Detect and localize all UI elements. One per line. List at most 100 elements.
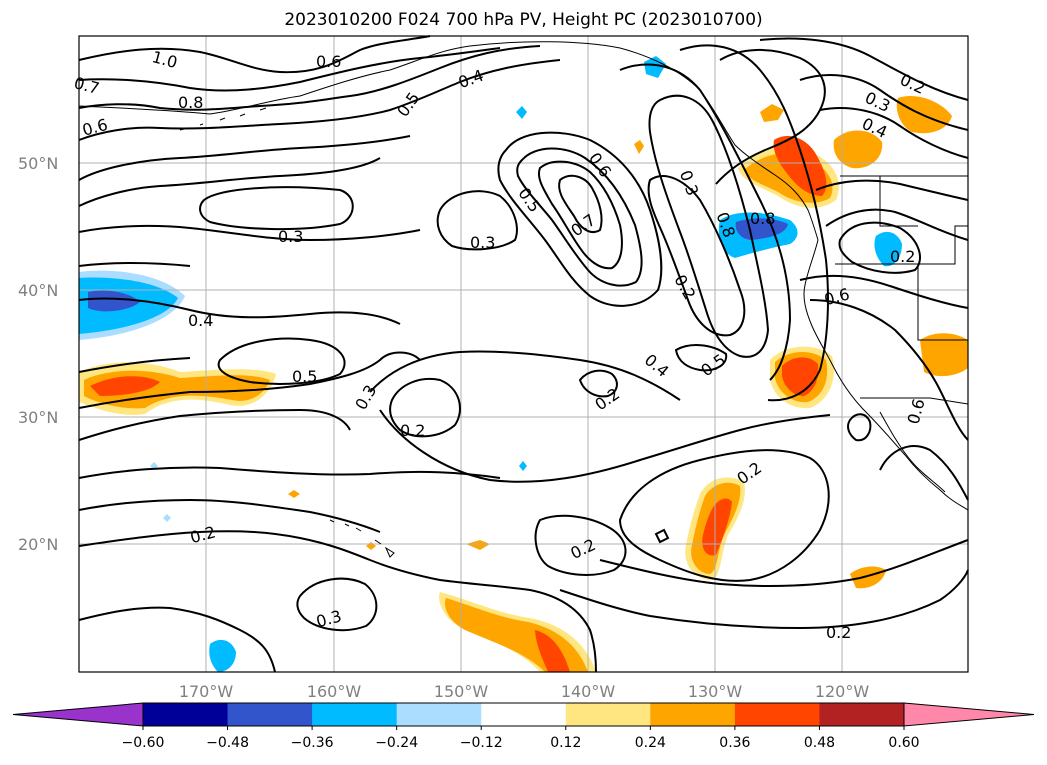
contour-label: 0.6 (316, 52, 341, 71)
contour-layer (78, 35, 969, 673)
colorbar-segment (481, 703, 567, 726)
contour-line (78, 297, 401, 325)
contour-label: 0.8 (178, 93, 203, 112)
colorbar-extend-high (903, 702, 1035, 727)
contour-line (78, 224, 421, 242)
contour-label: 0.4 (456, 66, 486, 93)
contour-label: 0.4 (641, 350, 673, 381)
contour-line (847, 413, 872, 442)
contour-line (516, 147, 643, 287)
contour-line (78, 498, 381, 533)
colorbar-segment (734, 703, 820, 726)
colorbar-tick-label: −0.48 (206, 735, 249, 751)
contour-line (809, 299, 969, 441)
contour-label: 0.2 (826, 623, 851, 642)
shading-layer (79, 56, 968, 672)
shade-negative (88, 290, 140, 312)
shade-negative (209, 639, 236, 672)
contour-label: 0.5 (514, 184, 544, 216)
contour-line (825, 208, 969, 241)
shade-positive (288, 490, 300, 498)
colorbar-segment (819, 703, 905, 726)
contour-line (648, 94, 770, 358)
colorbar-tick-label: −0.24 (375, 735, 418, 751)
contour-line (538, 160, 623, 270)
contour-label: 0.8 (750, 209, 775, 228)
colorbar-tick-label: −0.12 (460, 735, 503, 751)
hawaii-islands (329, 519, 395, 558)
shade-negative (516, 106, 527, 119)
lon-label: 120°W (815, 682, 870, 701)
state-border (835, 225, 968, 265)
colorbar-segment (396, 703, 482, 726)
contour-label-layer: 1.0 0.6 0.4 0.7 0.5 0.8 0.6 0.2 0.3 0.4 … (72, 47, 929, 642)
colorbar-tick-label: 0.60 (888, 735, 919, 751)
baja-coast (879, 411, 946, 493)
lat-label: 40°N (18, 281, 58, 300)
contour-line (78, 47, 501, 92)
contour-line (296, 577, 378, 632)
contour-label: 0.3 (676, 168, 703, 198)
contour-label: 0.3 (470, 233, 495, 252)
contour-line (618, 449, 830, 582)
lat-label: 50°N (18, 154, 58, 173)
contour-line (217, 337, 346, 385)
contour-line (534, 514, 627, 576)
colorbar: −0.60 −0.48 −0.36 −0.24 −0.12 0.12 0.24 0.36 0.4… (12, 702, 1035, 751)
contour-line (654, 528, 670, 544)
north-america-coast (803, 239, 969, 511)
contour-label: 0.6 (80, 115, 110, 140)
colorbar-segment (227, 703, 313, 726)
contour-label: 0.2 (568, 535, 599, 563)
contour-label: 0.3 (314, 606, 344, 631)
shade-positive (702, 498, 732, 556)
contour-line (78, 135, 411, 181)
lat-labels: 50°N 40°N 30°N 20°N (18, 154, 58, 554)
colorbar-tick-label: 0.48 (804, 735, 835, 751)
contour-label: 0.2 (890, 247, 915, 266)
contour-line (599, 539, 969, 587)
alaska-coast (78, 41, 819, 241)
lat-label: 20°N (18, 535, 58, 554)
shade-negative (163, 514, 171, 522)
shade-positive (634, 140, 644, 154)
contour-line (78, 35, 431, 74)
contour-line (78, 357, 191, 373)
contour-line (838, 221, 921, 274)
shade-positive (535, 630, 570, 672)
shade-positive (466, 540, 490, 550)
contour-line (647, 175, 746, 337)
shade-positive (90, 376, 160, 396)
contour-line (436, 190, 518, 251)
shade-positive (366, 542, 376, 550)
contour-line (679, 44, 829, 402)
shade-positive (773, 136, 827, 196)
lon-label: 150°W (434, 682, 489, 701)
contour-line (389, 378, 461, 438)
contour-line (78, 59, 561, 141)
mexico-border (860, 397, 969, 405)
lon-label: 160°W (307, 682, 362, 701)
contour-line (78, 530, 597, 673)
contour-line (78, 466, 501, 479)
colorbar-frame (142, 702, 905, 727)
lat-label: 30°N (18, 408, 58, 427)
contour-line (78, 262, 191, 267)
state-border (879, 176, 918, 227)
lon-label: 140°W (561, 682, 616, 701)
contour-label: 0.3 (278, 227, 303, 246)
contour-line (78, 45, 541, 111)
colorbar-segment (312, 703, 398, 726)
contour-line (369, 350, 681, 401)
contour-line (379, 409, 831, 483)
contour-label: 0.2 (591, 384, 623, 414)
contour-line (78, 408, 351, 441)
shade-negative (519, 461, 527, 471)
colorbar-tick-label: −0.60 (122, 735, 165, 751)
colorbar-tick-label: 0.24 (635, 735, 666, 751)
colorbar-segment (143, 703, 229, 726)
contour-label: 0.5 (393, 89, 423, 121)
contour-label: 0.5 (697, 350, 729, 380)
contour-line (578, 369, 618, 398)
shade-negative (644, 56, 666, 78)
